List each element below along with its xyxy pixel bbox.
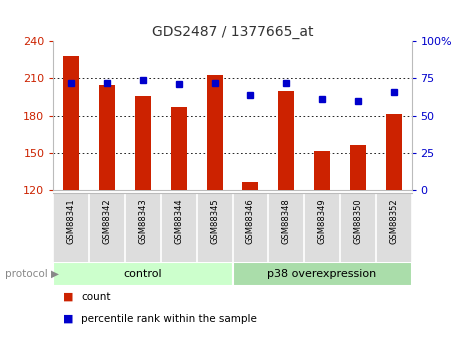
Bar xyxy=(171,107,187,190)
Text: GSM88344: GSM88344 xyxy=(174,199,183,244)
Text: count: count xyxy=(81,292,111,302)
Text: GSM88348: GSM88348 xyxy=(282,199,291,245)
Text: control: control xyxy=(124,269,162,279)
Text: GSM88341: GSM88341 xyxy=(67,199,76,244)
Text: GSM88345: GSM88345 xyxy=(210,199,219,244)
Bar xyxy=(385,114,402,190)
Bar xyxy=(278,91,294,190)
Bar xyxy=(242,182,259,190)
Bar xyxy=(53,262,232,286)
Bar xyxy=(314,151,330,190)
Title: GDS2487 / 1377665_at: GDS2487 / 1377665_at xyxy=(152,25,313,39)
Text: GSM88352: GSM88352 xyxy=(389,199,398,244)
Text: protocol ▶: protocol ▶ xyxy=(5,269,59,279)
Bar xyxy=(99,85,115,190)
Text: p38 overexpression: p38 overexpression xyxy=(267,269,377,279)
Text: GSM88342: GSM88342 xyxy=(103,199,112,244)
Bar xyxy=(232,262,412,286)
Bar xyxy=(206,75,223,190)
Text: GSM88346: GSM88346 xyxy=(246,199,255,245)
Bar xyxy=(135,96,151,190)
Text: percentile rank within the sample: percentile rank within the sample xyxy=(81,314,257,324)
Bar xyxy=(350,145,366,190)
Text: ■: ■ xyxy=(63,292,73,302)
Bar xyxy=(63,56,80,190)
Text: GSM88350: GSM88350 xyxy=(353,199,362,244)
Text: ■: ■ xyxy=(63,314,73,324)
Text: GSM88349: GSM88349 xyxy=(318,199,326,244)
Text: GSM88343: GSM88343 xyxy=(139,199,147,245)
